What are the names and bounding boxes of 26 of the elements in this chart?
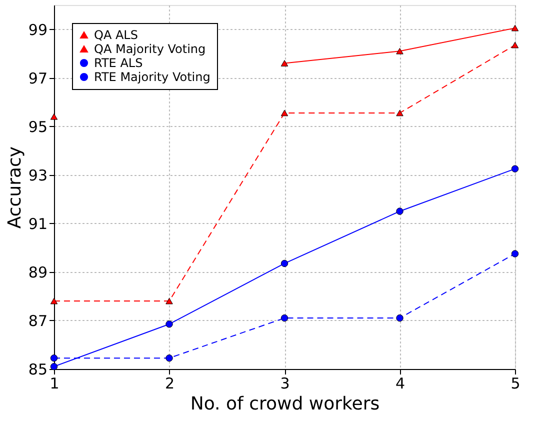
y-tick-label: 99 (28, 20, 48, 39)
y-tick-label: 87 (28, 312, 48, 330)
x-tick-label: 4 (395, 374, 406, 392)
x-tick-label: 2 (164, 374, 175, 392)
x-tick-label: 1 (50, 374, 60, 392)
legend-label: RTE Majority Voting (94, 70, 210, 84)
y-tick-label: 91 (28, 214, 48, 233)
point (511, 42, 519, 48)
y-tick-label: 89 (28, 263, 48, 282)
point (50, 113, 58, 120)
y-tick-label: 85 (28, 360, 48, 378)
x-tick-label: 3 (280, 374, 290, 392)
y-tick-label: 97 (28, 69, 48, 88)
y-tick-label: 93 (28, 166, 48, 184)
legend-label: QA ALS (94, 28, 138, 42)
legend-label: RTE ALS (94, 56, 143, 70)
point (511, 250, 519, 258)
legend-label: QA Majority Voting (94, 42, 206, 56)
y-axis-title: Accuracy (4, 146, 26, 229)
point (511, 165, 519, 172)
point (50, 354, 58, 362)
y-tick-label: 95 (28, 118, 48, 136)
point (511, 24, 519, 32)
point (50, 298, 58, 304)
x-axis-title: No. of crowd workers (190, 394, 380, 414)
x-tick-label: 5 (510, 374, 520, 392)
